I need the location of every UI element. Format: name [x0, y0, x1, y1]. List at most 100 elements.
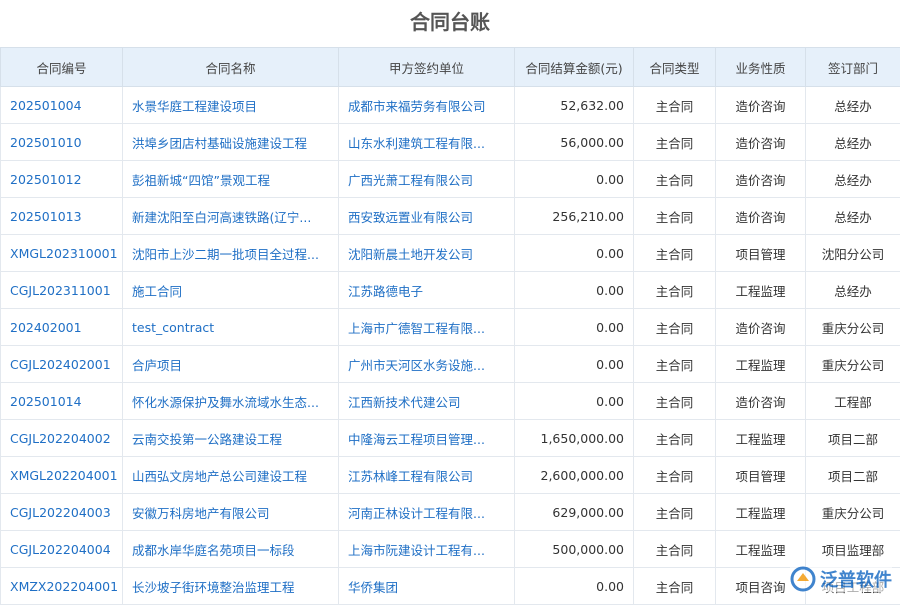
table-cell[interactable]: XMGL202310001: [1, 235, 123, 272]
table-cell: 项目二部: [806, 457, 900, 494]
table-cell: 造价咨询: [716, 124, 806, 161]
table-cell: 主合同: [634, 124, 716, 161]
table-cell[interactable]: 洪埠乡团店村基础设施建设工程: [123, 124, 339, 161]
table-cell[interactable]: 中隆海云工程项目管理...: [339, 420, 515, 457]
table-cell[interactable]: 山西弘文房地产总公司建设工程: [123, 457, 339, 494]
table-cell: 主合同: [634, 161, 716, 198]
table-cell[interactable]: 华侨集团: [339, 568, 515, 605]
table-cell[interactable]: 广西光萧工程有限公司: [339, 161, 515, 198]
table-cell: 主合同: [634, 383, 716, 420]
table-cell: 造价咨询: [716, 309, 806, 346]
table-cell[interactable]: 成都水岸华庭名苑项目一标段: [123, 531, 339, 568]
table-cell[interactable]: 河南正林设计工程有限...: [339, 494, 515, 531]
table-cell[interactable]: 新建沈阳至白河高速铁路(辽宁...: [123, 198, 339, 235]
table-cell[interactable]: 合庐项目: [123, 346, 339, 383]
table-cell: 0.00: [515, 346, 634, 383]
table-cell[interactable]: CGJL202204002: [1, 420, 123, 457]
table-cell: 造价咨询: [716, 161, 806, 198]
table-cell: 52,632.00: [515, 87, 634, 124]
table-cell: 工程部: [806, 383, 900, 420]
table-cell[interactable]: 安徽万科房地产有限公司: [123, 494, 339, 531]
table-cell: 沈阳分公司: [806, 235, 900, 272]
table-cell[interactable]: 广州市天河区水务设施...: [339, 346, 515, 383]
table-cell[interactable]: 上海市广德智工程有限...: [339, 309, 515, 346]
table-cell: 造价咨询: [716, 198, 806, 235]
table-cell: 总经办: [806, 87, 900, 124]
table-cell[interactable]: CGJL202204004: [1, 531, 123, 568]
table-cell: 工程监理: [716, 531, 806, 568]
table-cell: 629,000.00: [515, 494, 634, 531]
table-cell: 工程监理: [716, 272, 806, 309]
table-cell[interactable]: CGJL202311001: [1, 272, 123, 309]
table-cell: 主合同: [634, 494, 716, 531]
table-cell: 工程监理: [716, 420, 806, 457]
table-cell: 主合同: [634, 420, 716, 457]
table-cell[interactable]: test_contract: [123, 309, 339, 346]
logo: [790, 566, 816, 592]
table-cell[interactable]: 202501010: [1, 124, 123, 161]
table-cell[interactable]: 成都市来福劳务有限公司: [339, 87, 515, 124]
column-header: 业务性质: [716, 48, 806, 87]
table-cell[interactable]: CGJL202204003: [1, 494, 123, 531]
table-cell[interactable]: 沈阳新晨土地开发公司: [339, 235, 515, 272]
table-cell: 0.00: [515, 272, 634, 309]
table-cell[interactable]: 西安致远置业有限公司: [339, 198, 515, 235]
table-cell[interactable]: 云南交投第一公路建设工程: [123, 420, 339, 457]
table-cell: 0.00: [515, 235, 634, 272]
table-cell: 主合同: [634, 235, 716, 272]
table-cell[interactable]: 江西新技术代建公司: [339, 383, 515, 420]
table-cell: 0.00: [515, 383, 634, 420]
table-cell: 项目监理部: [806, 531, 900, 568]
table-cell: 项目二部: [806, 420, 900, 457]
column-header: 合同编号: [1, 48, 123, 87]
column-header: 甲方签约单位: [339, 48, 515, 87]
table-cell: 主合同: [634, 531, 716, 568]
table-cell: 总经办: [806, 124, 900, 161]
table-cell[interactable]: 202501012: [1, 161, 123, 198]
table-cell: 主合同: [634, 87, 716, 124]
table-cell[interactable]: 彭祖新城“四馆”景观工程: [123, 161, 339, 198]
table-cell[interactable]: XMZX202204001: [1, 568, 123, 605]
table-cell: 造价咨询: [716, 383, 806, 420]
column-header: 合同结算金额(元): [515, 48, 634, 87]
table-cell: 造价咨询: [716, 87, 806, 124]
table-cell: 主合同: [634, 568, 716, 605]
table-cell: 1,650,000.00: [515, 420, 634, 457]
table-cell: 主合同: [634, 309, 716, 346]
table-cell[interactable]: 山东水利建筑工程有限...: [339, 124, 515, 161]
table-cell[interactable]: 江苏林峰工程有限公司: [339, 457, 515, 494]
table-cell[interactable]: XMGL202204001: [1, 457, 123, 494]
table-cell: 0.00: [515, 568, 634, 605]
table-cell[interactable]: 沈阳市上沙二期一批项目全过程...: [123, 235, 339, 272]
table-cell[interactable]: 江苏路德电子: [339, 272, 515, 309]
table-cell: 重庆分公司: [806, 346, 900, 383]
table-cell: 工程监理: [716, 494, 806, 531]
table-cell[interactable]: 202501014: [1, 383, 123, 420]
header-row: 合同编号合同名称甲方签约单位合同结算金额(元)合同类型业务性质签订部门: [1, 48, 900, 87]
table-cell[interactable]: 长沙坡子街环境整治监理工程: [123, 568, 339, 605]
table-cell[interactable]: 202501013: [1, 198, 123, 235]
table-cell: 项目管理: [716, 457, 806, 494]
table-cell[interactable]: CGJL202402001: [1, 346, 123, 383]
column-header: 签订部门: [806, 48, 900, 87]
table-cell[interactable]: 202501004: [1, 87, 123, 124]
table-cell[interactable]: 怀化水源保护及舞水流域水生态...: [123, 383, 339, 420]
table-cell[interactable]: 施工合同: [123, 272, 339, 309]
table-cell: 500,000.00: [515, 531, 634, 568]
table-cell[interactable]: 上海市阮建设计工程有...: [339, 531, 515, 568]
table-cell[interactable]: 水景华庭工程建设项目: [123, 87, 339, 124]
table-cell[interactable]: 202402001: [1, 309, 123, 346]
